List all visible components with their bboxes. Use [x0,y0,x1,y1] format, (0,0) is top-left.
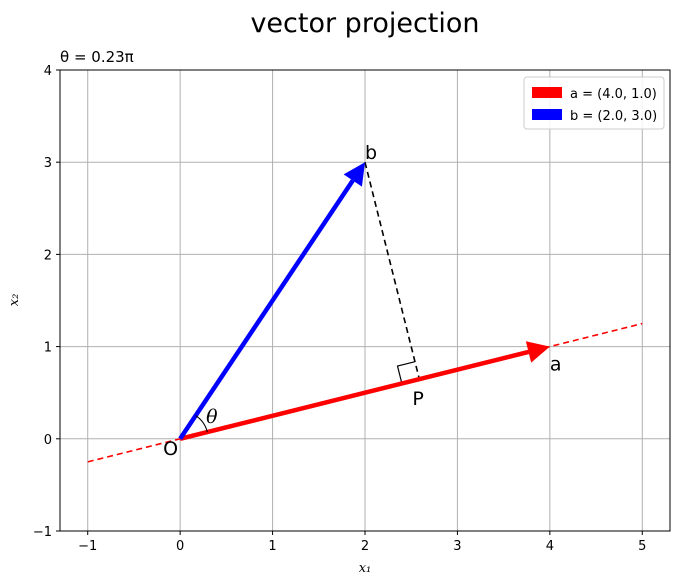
point-label-p: P [412,388,423,410]
x-tick-label: −1 [78,539,97,554]
projection-line [364,162,421,380]
y-tick-label: 4 [44,64,52,79]
point-labels: Oa b Pθ [163,142,561,460]
y-tick-label: 1 [44,341,52,356]
chart-subtitle: θ = 0.23π [60,48,134,66]
x-tick-label: 2 [361,539,369,554]
plot-frame [59,69,671,532]
y-axis-label: x₂ [7,294,22,307]
axis-ticks: −1 0 1 2 3 4 5 −1 0 1 2 3 4 [33,64,647,554]
vector-a-arrowhead [525,341,550,363]
vector-b-shaft [178,179,355,441]
y-tick-label: 0 [44,433,52,448]
vector-b-arrowhead [343,162,365,187]
x-tick-label: 1 [268,539,276,554]
x-axis-label: x₁ [359,561,372,576]
grid [60,69,670,532]
x-tick-label: 0 [176,539,184,554]
y-tick-label: 2 [44,248,52,263]
y-tick-label: 3 [44,156,52,171]
vector-a-shaft [179,349,530,441]
legend-swatch [532,109,562,120]
point-label-a: a [550,354,562,376]
plot-lines [87,162,643,463]
y-tick-label: −1 [33,525,52,540]
chart-title: vector projection [250,8,479,39]
right-angle-marker [396,361,416,384]
point-label-o: O [163,438,178,460]
legend-swatch [532,87,562,98]
x-tick-label: 4 [546,539,554,554]
legend: a = (4.0, 1.0) b = (2.0, 3.0) [523,76,665,130]
theta-arc [195,415,208,433]
x-tick-label: 3 [453,539,461,554]
point-label-b: b [365,142,377,164]
x-tick-label: 5 [638,539,646,554]
theta-label: θ [206,406,218,428]
legend-label: a = (4.0, 1.0) [570,87,657,102]
legend-label: b = (2.0, 3.0) [570,109,657,124]
